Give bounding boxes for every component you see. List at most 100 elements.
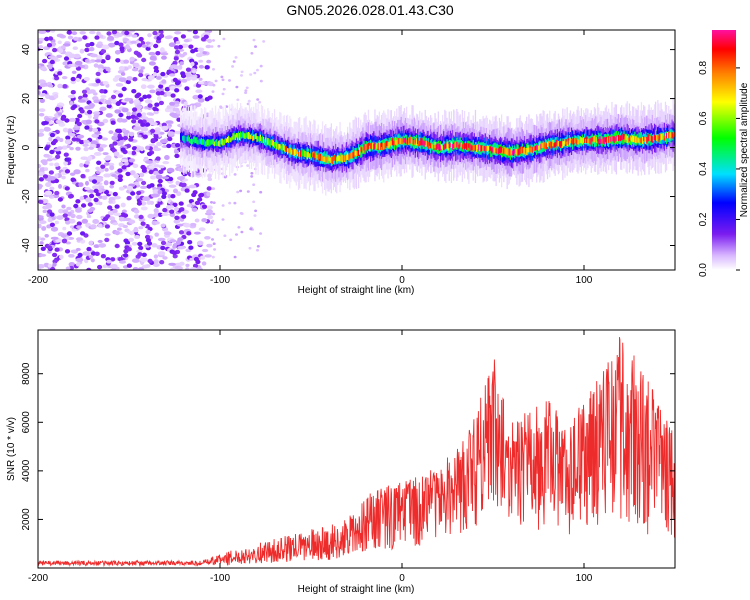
spectrogram-cell — [127, 151, 132, 155]
spectrogram-cell — [626, 135, 628, 143]
spectrogram-cell — [479, 145, 481, 152]
spectrogram-cell — [75, 262, 81, 267]
spectrogram-cell — [239, 189, 243, 193]
spectrogram-cell — [301, 151, 303, 158]
spectrogram-cell — [177, 245, 186, 250]
spectrogram-cell — [44, 167, 49, 171]
spectrogram-cell — [82, 93, 88, 99]
spectrogram-cell — [641, 136, 644, 144]
spectrogram-cell — [137, 252, 143, 257]
spectrogram-cell — [165, 120, 174, 124]
spectrogram-cell — [665, 132, 668, 139]
spectrogram-cell — [162, 161, 170, 165]
spectrogram-cell — [412, 138, 414, 145]
spectrogram-cell — [42, 174, 49, 179]
spectrogram-cell — [172, 244, 177, 249]
spectrogram-cell — [216, 139, 218, 146]
spectrogram-cell — [413, 140, 415, 145]
spectrogram-cell — [96, 160, 102, 165]
spectrogram-cell — [38, 177, 45, 182]
spectrogram-cell — [124, 97, 131, 102]
spectrogram-cell — [650, 135, 652, 142]
spectrogram-cell — [54, 220, 60, 225]
spectrogram-cell — [256, 245, 260, 248]
spectrogram-cell — [545, 143, 548, 150]
spectrogram-cell — [81, 218, 89, 224]
spectrogram-cell — [141, 57, 147, 63]
spectrogram-cell — [668, 131, 670, 139]
spectrogram-cell — [140, 122, 146, 127]
spectrogram-cell — [70, 213, 76, 219]
spectrogram-cell — [166, 143, 172, 149]
spectrogram-cell — [252, 136, 254, 141]
spectrogram-cell — [154, 102, 160, 107]
spectrogram-cell — [506, 147, 508, 155]
spectrogram-cell — [415, 138, 418, 146]
spectrogram-cell — [42, 58, 48, 64]
spectrogram-cell — [191, 69, 197, 74]
spectrogram-cell — [55, 119, 63, 124]
spectrogram-cell — [232, 60, 236, 63]
y-tick-label: 20 — [21, 93, 32, 105]
spectrogram-cell — [389, 140, 391, 146]
spectrogram-cell — [133, 226, 139, 232]
spectrogram-cell — [155, 203, 161, 208]
spectrogram-cell — [76, 237, 83, 241]
spectrogram-cell — [341, 155, 343, 163]
spectrogram-cell — [120, 202, 126, 208]
spectrogram-cell — [67, 35, 73, 40]
spectrogram-cell — [249, 227, 253, 231]
spectrogram-cell — [78, 182, 84, 188]
spectrogram-cell — [99, 89, 105, 94]
spectrogram-cell — [90, 140, 98, 146]
spectrogram-cell — [185, 67, 192, 72]
spectrogram-cell — [390, 141, 392, 147]
spectrogram-cell — [222, 140, 224, 146]
spectrogram-cell — [159, 260, 165, 265]
spectrogram-cell — [92, 219, 100, 224]
spectrogram-cell — [624, 136, 626, 142]
spectrogram-cell — [193, 136, 195, 143]
spectrogram-cell — [153, 254, 158, 259]
spectrogram-cell — [112, 191, 118, 197]
spectrogram-cell — [124, 161, 129, 166]
spectrogram-cell — [195, 52, 203, 58]
spectrogram-cell — [129, 60, 135, 65]
spectrogram-cell — [61, 204, 66, 209]
spectrogram-cell — [419, 140, 421, 146]
spectrogram-cell — [600, 139, 602, 144]
spectrogram-cell — [284, 145, 287, 151]
snr-frame — [37, 329, 676, 569]
spectrogram-cell — [233, 255, 237, 259]
spectrogram-cell — [61, 175, 66, 180]
spectrogram-cell — [133, 181, 140, 186]
spectrogram-cell — [65, 241, 72, 245]
spectrogram-cell — [162, 207, 168, 213]
spectrogram-cell — [213, 141, 216, 147]
spectrogram-cell — [80, 173, 86, 179]
spectrogram-cell — [93, 151, 102, 156]
spectrogram-cell — [236, 190, 240, 194]
spectrogram-x-ticks: -200 -100 0 100 — [28, 30, 593, 286]
spectrogram-cell — [348, 154, 350, 161]
spectrogram-cell — [132, 267, 139, 270]
spectrogram-cell — [586, 136, 588, 143]
spectrogram-cell — [50, 236, 59, 240]
spectrogram-cell — [136, 112, 142, 118]
spectrogram-cell — [90, 224, 97, 229]
spectrogram-cell — [241, 132, 243, 139]
colorbar-tick-label: 0.6 — [698, 111, 709, 125]
spectrogram-cell — [182, 51, 188, 56]
spectrogram-cell — [212, 138, 214, 146]
spectrogram-cell — [611, 136, 613, 142]
spectrogram-cell — [245, 86, 249, 90]
spectrogram-cell — [584, 137, 586, 143]
spectrogram-cell — [64, 169, 71, 174]
spectrogram-cell — [148, 61, 156, 66]
spectrogram-cell — [47, 263, 53, 268]
spectrogram-cell — [86, 246, 92, 252]
spectrogram-cell — [566, 141, 568, 146]
spectrogram-cell — [394, 140, 396, 146]
spectrogram-cell — [625, 134, 627, 141]
spectrogram-cell — [61, 76, 68, 80]
